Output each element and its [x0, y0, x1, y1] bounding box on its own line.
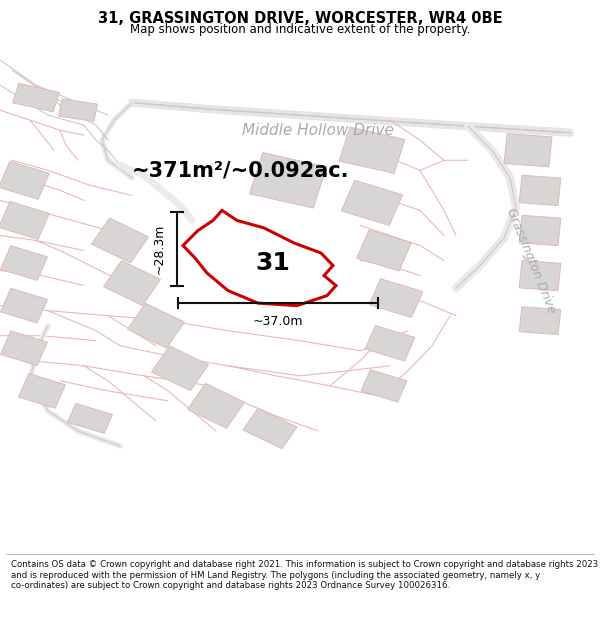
- Polygon shape: [341, 180, 403, 226]
- Polygon shape: [519, 307, 561, 334]
- Polygon shape: [19, 374, 65, 408]
- Polygon shape: [519, 261, 561, 291]
- Polygon shape: [1, 288, 47, 323]
- Polygon shape: [1, 331, 47, 366]
- Polygon shape: [339, 127, 405, 173]
- Polygon shape: [369, 279, 423, 318]
- Polygon shape: [0, 201, 49, 239]
- Polygon shape: [361, 369, 407, 402]
- Polygon shape: [1, 246, 47, 281]
- Text: Grassington Drive: Grassington Drive: [504, 206, 558, 315]
- Polygon shape: [243, 408, 297, 449]
- Text: Middle Hollow Drive: Middle Hollow Drive: [242, 122, 394, 138]
- Polygon shape: [365, 326, 415, 361]
- Text: 31, GRASSINGTON DRIVE, WORCESTER, WR4 0BE: 31, GRASSINGTON DRIVE, WORCESTER, WR4 0B…: [98, 11, 502, 26]
- Polygon shape: [357, 230, 411, 271]
- Polygon shape: [58, 99, 98, 121]
- Polygon shape: [519, 215, 561, 246]
- Polygon shape: [152, 346, 208, 391]
- Text: 31: 31: [256, 251, 290, 275]
- Polygon shape: [128, 303, 184, 348]
- Text: Contains OS data © Crown copyright and database right 2021. This information is : Contains OS data © Crown copyright and d…: [11, 560, 598, 590]
- Polygon shape: [519, 175, 561, 206]
- Polygon shape: [104, 261, 160, 306]
- Text: ~37.0m: ~37.0m: [253, 314, 303, 328]
- Polygon shape: [250, 152, 326, 208]
- Text: ~28.3m: ~28.3m: [152, 224, 166, 274]
- Polygon shape: [504, 134, 552, 167]
- Polygon shape: [68, 403, 112, 433]
- Polygon shape: [92, 218, 148, 263]
- Polygon shape: [183, 211, 336, 306]
- Polygon shape: [0, 161, 49, 199]
- Polygon shape: [13, 83, 59, 112]
- Polygon shape: [188, 384, 244, 428]
- Text: ~371m²/~0.092ac.: ~371m²/~0.092ac.: [132, 160, 349, 180]
- Text: Map shows position and indicative extent of the property.: Map shows position and indicative extent…: [130, 23, 470, 36]
